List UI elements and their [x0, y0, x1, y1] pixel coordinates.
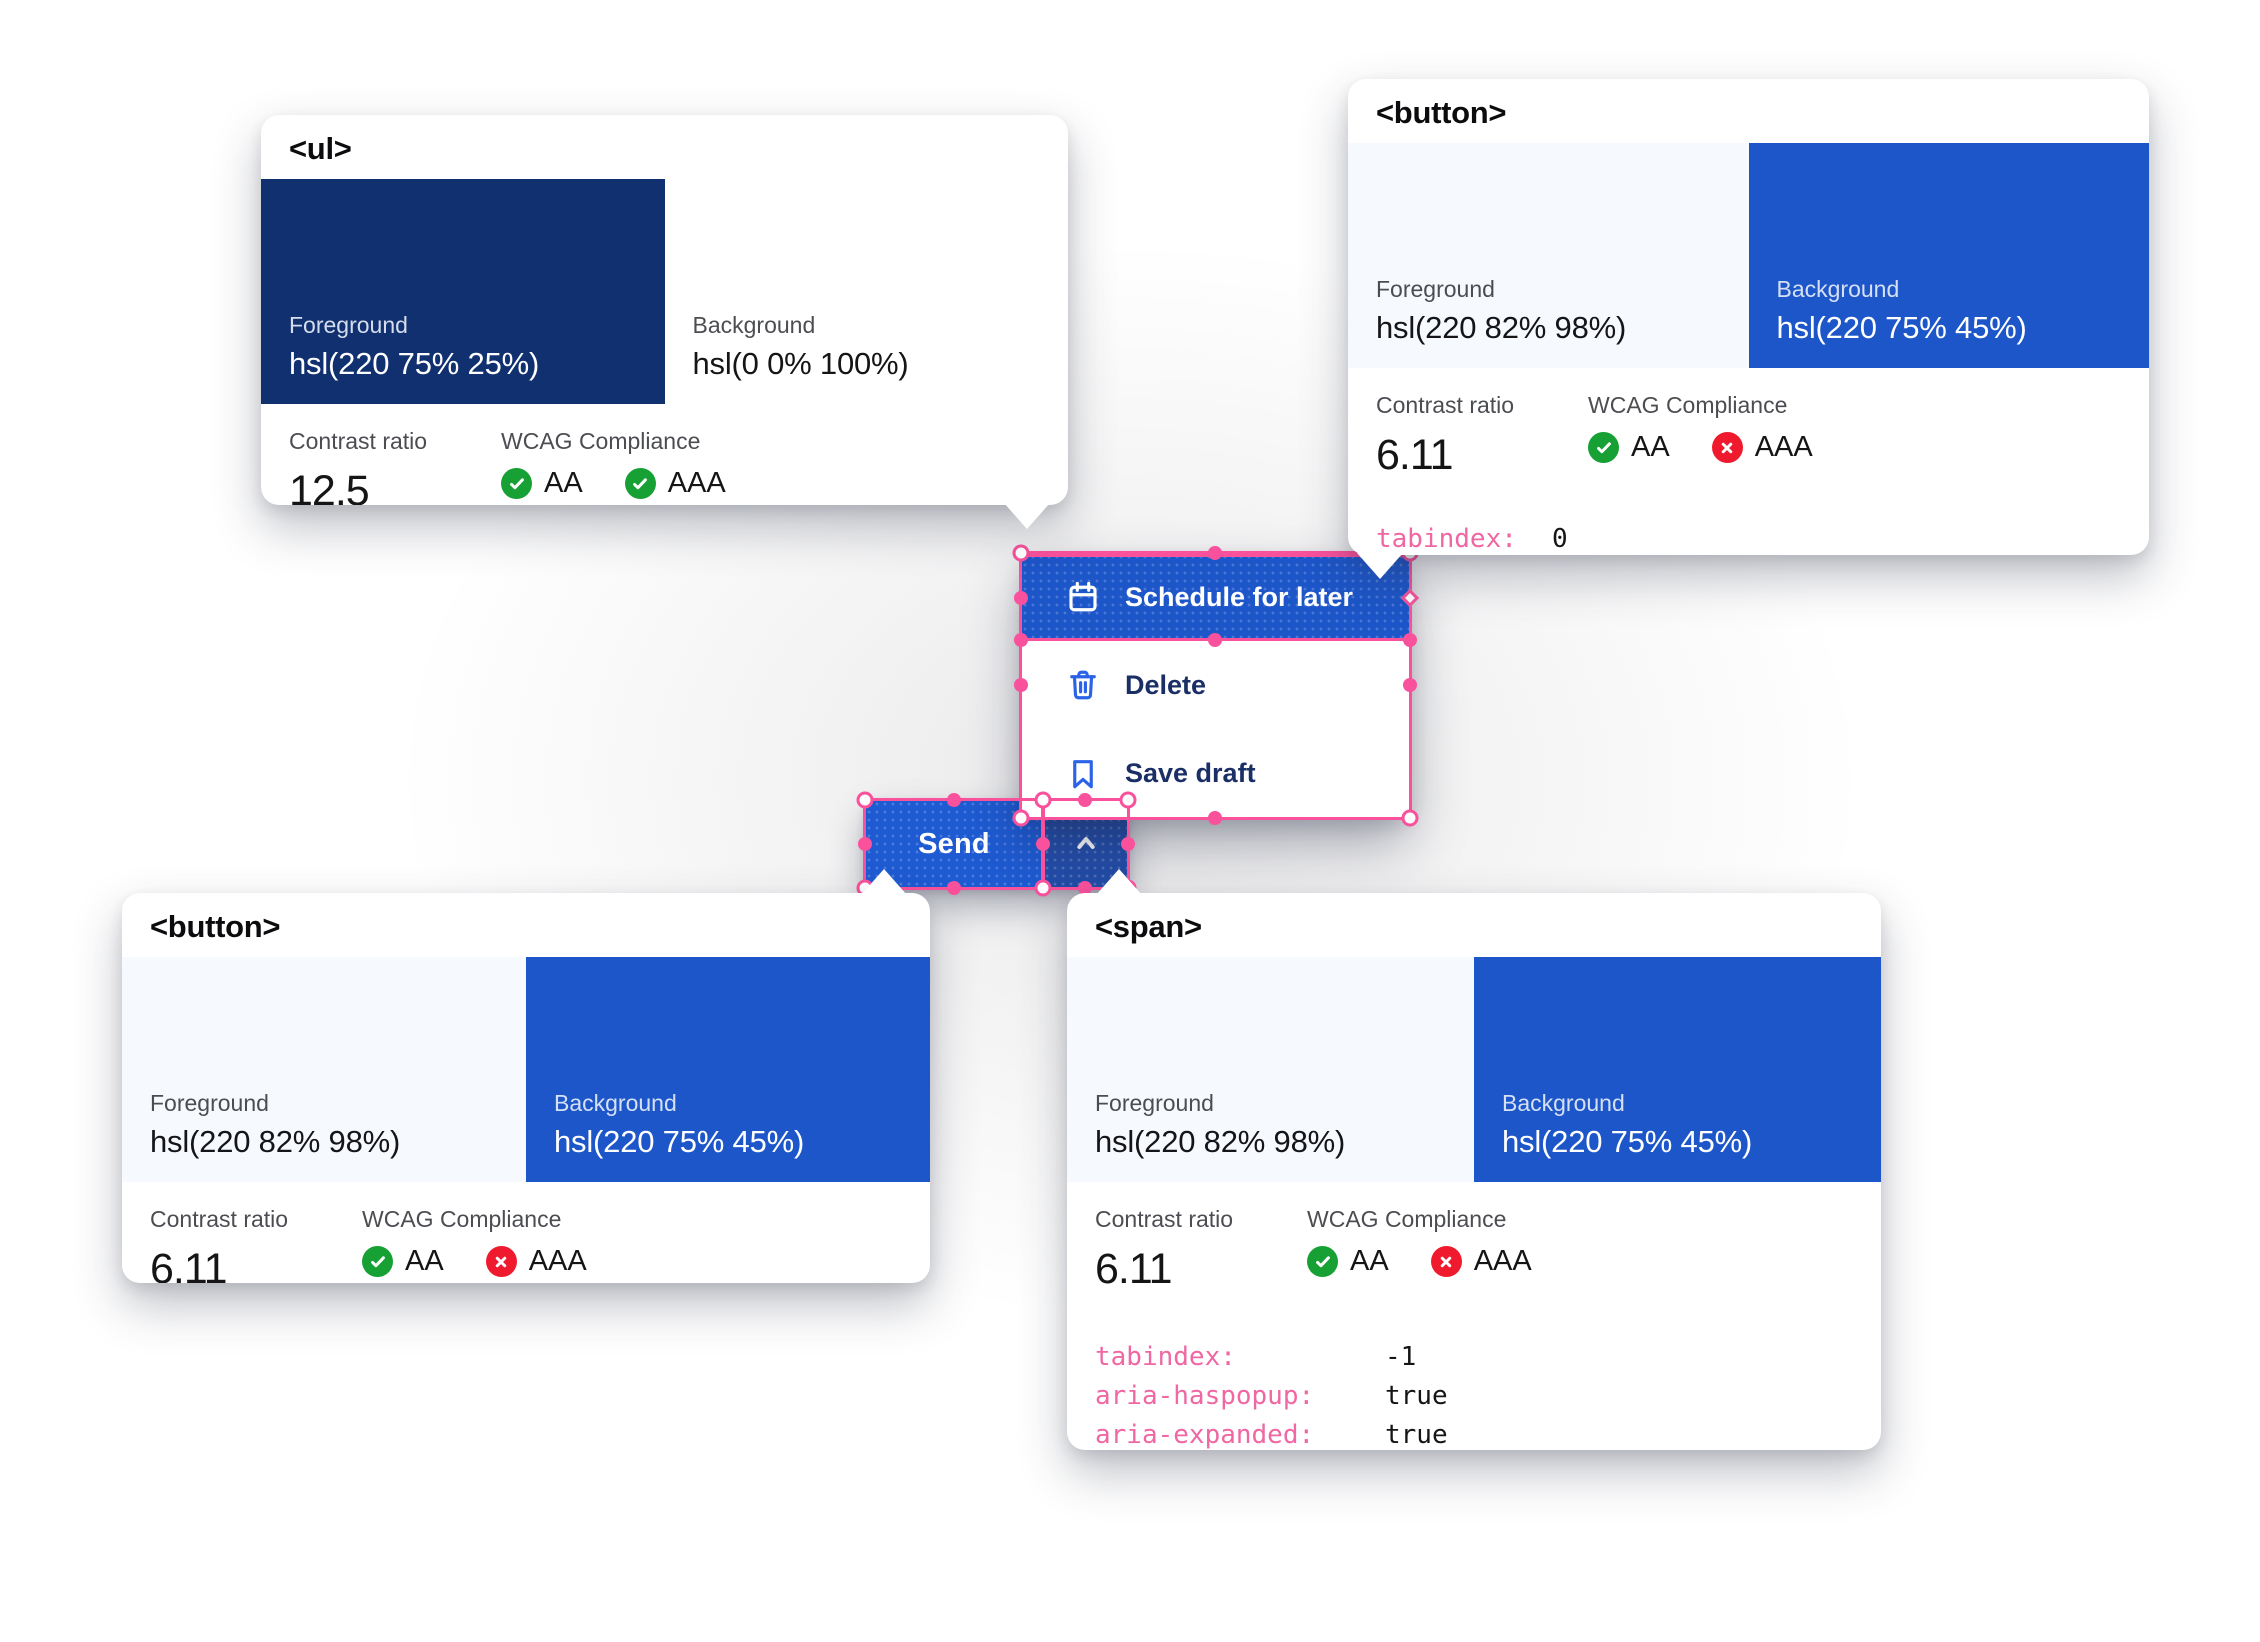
aria-attributes: tabindex: -1 aria-haspopup: true aria-ex…	[1067, 1338, 1881, 1450]
background-swatch: Background hsl(220 75% 45%)	[1748, 143, 2149, 368]
check-icon	[1588, 432, 1619, 463]
color-swatches: Foreground hsl(220 82% 98%) Background h…	[1348, 143, 2149, 368]
color-swatches: Foreground hsl(220 82% 98%) Background h…	[122, 957, 930, 1182]
cross-icon	[1711, 432, 1743, 463]
check-icon	[1307, 1246, 1338, 1277]
foreground-swatch: Foreground hsl(220 82% 98%)	[1067, 957, 1474, 1182]
foreground-swatch: Foreground hsl(220 75% 25%)	[261, 179, 665, 404]
check-icon	[362, 1246, 393, 1277]
wcag-compliance: WCAG Compliance AA AAA	[1307, 1206, 1532, 1278]
send-options-menu: Schedule for later Delete Save draft	[1021, 553, 1410, 818]
a11y-tooltip-button-bottom: <button> Foreground hsl(220 82% 98%) Bac…	[122, 893, 930, 1283]
bookmark-icon	[1065, 756, 1101, 792]
wcag-aaa-badge: AAA	[1430, 1245, 1532, 1278]
contrast-metrics: Contrast ratio 12.5 WCAG Compliance AA A…	[261, 404, 1068, 505]
a11y-tooltip-span: <span> Foreground hsl(220 82% 98%) Backg…	[1067, 893, 1881, 1450]
element-tag: <button>	[1376, 95, 1507, 130]
calendar-icon	[1065, 579, 1101, 615]
attribute-row: tabindex: -1	[1095, 1342, 1417, 1372]
background-swatch: Background hsl(220 75% 45%)	[526, 957, 930, 1182]
color-swatches: Foreground hsl(220 75% 25%) Background h…	[261, 179, 1068, 404]
menu-item-label: Schedule for later	[1125, 581, 1354, 612]
foreground-swatch: Foreground hsl(220 82% 98%)	[1348, 143, 1749, 368]
check-icon	[624, 468, 656, 499]
check-icon	[501, 468, 532, 499]
background-swatch: Background hsl(220 75% 45%)	[1474, 957, 1881, 1182]
menu-item-save-draft[interactable]: Save draft	[1021, 729, 1410, 818]
a11y-tooltip-button-top: <button> Foreground hsl(220 82% 98%) Bac…	[1348, 79, 2149, 555]
wcag-aaa-badge: AAA	[624, 467, 726, 500]
tooltip-tail	[1004, 503, 1050, 529]
wcag-compliance: WCAG Compliance AA AAA	[501, 428, 726, 500]
contrast-ratio: Contrast ratio 6.11	[150, 1206, 289, 1283]
menu-item-label: Save draft	[1125, 758, 1256, 789]
menu-item-schedule-for-later[interactable]: Schedule for later	[1021, 553, 1410, 642]
trash-icon	[1065, 667, 1101, 703]
wcag-compliance: WCAG Compliance AA AAA	[1588, 392, 1813, 464]
foreground-swatch: Foreground hsl(220 82% 98%)	[122, 957, 526, 1182]
wcag-aaa-badge: AAA	[1711, 431, 1813, 464]
attribute-row: aria-expanded: true	[1095, 1420, 1448, 1450]
wcag-aa-badge: AA	[1588, 431, 1670, 464]
attribute-row: tabindex: 0	[1376, 524, 1568, 554]
contrast-ratio: Contrast ratio 12.5	[289, 428, 428, 505]
wcag-aa-badge: AA	[362, 1245, 444, 1278]
color-swatches: Foreground hsl(220 82% 98%) Background h…	[1067, 957, 1881, 1182]
send-button-label: Send	[918, 827, 990, 860]
contrast-metrics: Contrast ratio 6.11 WCAG Compliance AA A…	[122, 1182, 930, 1283]
wcag-aa-badge: AA	[1307, 1245, 1389, 1278]
wcag-aa-badge: AA	[501, 467, 583, 500]
chevron-up-icon	[1070, 827, 1102, 862]
element-tag: <span>	[1095, 909, 1202, 944]
contrast-metrics: Contrast ratio 6.11 WCAG Compliance AA A…	[1348, 368, 2149, 490]
aria-attributes: tabindex: 0	[1348, 520, 2149, 555]
menu-item-label: Delete	[1125, 669, 1207, 700]
cross-icon	[485, 1246, 517, 1277]
a11y-tooltip-ul: <ul> Foreground hsl(220 75% 25%) Backgro…	[261, 115, 1068, 505]
wcag-compliance: WCAG Compliance AA AAA	[362, 1206, 587, 1278]
tooltip-tail	[1357, 553, 1403, 579]
attribute-row: aria-haspopup: true	[1095, 1381, 1448, 1411]
background-swatch: Background hsl(0 0% 100%)	[664, 179, 1068, 404]
cross-icon	[1430, 1246, 1462, 1277]
wcag-aaa-badge: AAA	[485, 1245, 587, 1278]
contrast-metrics: Contrast ratio 6.11 WCAG Compliance AA A…	[1067, 1182, 1881, 1304]
menu-item-delete[interactable]: Delete	[1021, 641, 1410, 730]
element-tag: <ul>	[289, 131, 352, 166]
element-tag: <button>	[150, 909, 281, 944]
tooltip-tail	[1096, 869, 1142, 895]
contrast-ratio: Contrast ratio 6.11	[1376, 392, 1515, 479]
contrast-ratio: Contrast ratio 6.11	[1095, 1206, 1234, 1293]
tooltip-tail	[861, 869, 907, 895]
